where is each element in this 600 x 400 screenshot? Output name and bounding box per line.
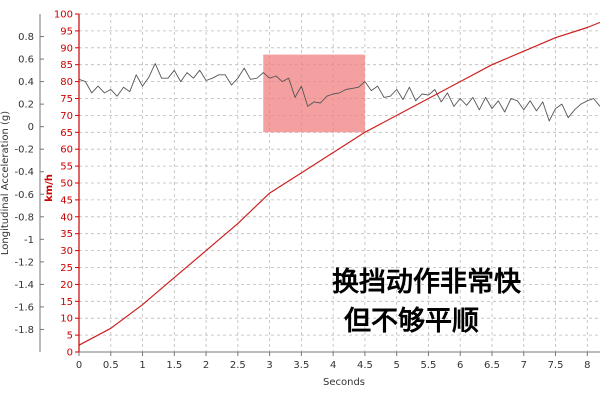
- accel-tick-label: -1.8: [14, 325, 34, 336]
- accel-tick-label: -1: [24, 235, 34, 246]
- speed-tick-label: 15: [60, 297, 73, 308]
- accel-tick-label: 0: [28, 122, 34, 133]
- x-tick-label: 1.5: [166, 360, 182, 371]
- speed-tick-label: 60: [60, 145, 73, 156]
- accel-tick-label: 0.2: [18, 100, 34, 111]
- x-tick-label: 5: [393, 360, 399, 371]
- speed-tick-label: 40: [60, 212, 73, 223]
- accel-tick-label: -0.6: [14, 190, 34, 201]
- highlight-region: [263, 54, 365, 133]
- x-tick-label: 6.5: [484, 360, 500, 371]
- accel-tick-label: -0.2: [14, 145, 34, 156]
- x-tick-label: 2: [203, 360, 209, 371]
- x-tick-label: 3: [266, 360, 272, 371]
- x-tick-label: 7: [521, 360, 527, 371]
- x-tick-label: 0: [76, 360, 82, 371]
- tick-labels: 0 0.5 1 1.5 2 2.5 3 3.5 4 4.5 5 5.5 6 6.5 7 7.5 81009590…: [14, 10, 590, 372]
- x-tick-label: 3.5: [293, 360, 309, 371]
- speed-tick-label: 30: [60, 246, 73, 257]
- accel-tick-label: 0.6: [18, 55, 34, 66]
- accel-tick-label: -0.4: [14, 167, 34, 178]
- speed-axis-label: km/h: [44, 174, 55, 202]
- speed-tick-label: 20: [60, 280, 73, 291]
- x-tick-label: 4.5: [357, 360, 373, 371]
- x-tick-label: 1: [139, 360, 145, 371]
- x-tick-label: 4: [330, 360, 336, 371]
- speed-tick-label: 45: [60, 195, 73, 206]
- speed-tick-label: 90: [60, 43, 73, 54]
- speed-tick-label: 50: [60, 179, 73, 190]
- speed-tick-label: 35: [60, 229, 73, 240]
- x-tick-label: 5.5: [420, 360, 436, 371]
- speed-tick-label: 85: [60, 60, 73, 71]
- speed-tick-label: 25: [60, 263, 73, 274]
- accel-tick-label: -0.8: [14, 212, 34, 223]
- speed-tick-label: 55: [60, 162, 73, 173]
- speed-tick-label: 0: [67, 348, 73, 359]
- accel-tick-label: -1.6: [14, 302, 34, 313]
- accel-tick-label: -1.4: [14, 280, 34, 291]
- speed-tick-label: 75: [60, 94, 73, 105]
- accel-tick-label: 0.8: [18, 32, 34, 43]
- speed-tick-label: 70: [60, 111, 73, 122]
- x-tick-label: 2.5: [230, 360, 246, 371]
- x-tick-label: 0.5: [103, 360, 119, 371]
- series-layer: [78, 21, 600, 346]
- speed-tick-label: 65: [60, 128, 73, 139]
- grid-lines: [79, 13, 600, 352]
- speed-series-line: [78, 21, 600, 346]
- x-tick-label: 8: [584, 360, 590, 371]
- left-axis-label: Longitudinal Acceleration (g): [0, 111, 11, 255]
- speed-tick-label: 100: [54, 10, 73, 21]
- accel-tick-label: 0.4: [18, 77, 34, 88]
- x-tick-label: 6: [457, 360, 463, 371]
- speed-tick-label: 80: [60, 77, 73, 88]
- accel-tick-label: -1.2: [14, 257, 34, 268]
- speed-tick-label: 5: [67, 331, 73, 342]
- caption-line-2: 但不够平顺: [344, 306, 479, 337]
- speed-tick-label: 95: [60, 26, 73, 37]
- caption-line-1: 换挡动作非常快: [332, 267, 522, 298]
- x-axis-label: Seconds: [323, 377, 365, 388]
- x-tick-label: 7.5: [548, 360, 564, 371]
- speed-tick-label: 10: [60, 314, 73, 325]
- acceleration-series-line: [78, 63, 600, 122]
